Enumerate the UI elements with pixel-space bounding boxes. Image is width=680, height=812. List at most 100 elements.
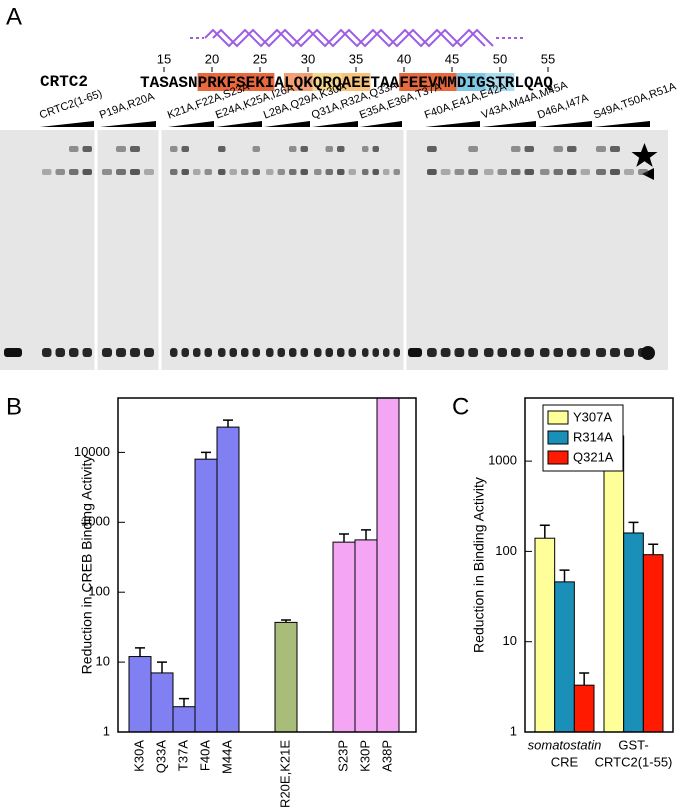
gel-band: [372, 169, 379, 175]
gel-band: [130, 348, 140, 357]
sequence-segment: A: [274, 74, 284, 92]
gel-band: [553, 146, 563, 152]
gel-band: [181, 169, 189, 175]
sequence-segment: FEEVMM: [399, 74, 457, 92]
sequence-highlight: [485, 73, 515, 91]
lane-wedge: [100, 121, 156, 127]
gel-band: [130, 169, 140, 175]
gel-band: [393, 348, 400, 357]
gel-band: [300, 146, 308, 152]
gel-band: [372, 348, 379, 357]
error-bar: [559, 569, 570, 582]
error-bar: [179, 697, 189, 707]
gel-band: [170, 169, 178, 175]
gel-band: [252, 146, 260, 152]
gel-band: [170, 146, 178, 152]
gel-band: [348, 169, 356, 175]
gel-band: [325, 348, 333, 357]
bar: [554, 581, 575, 732]
gel-band: [580, 169, 590, 175]
gel-band: [82, 146, 92, 152]
error-bar: [361, 529, 371, 540]
x-tick-label: F40A: [197, 740, 212, 771]
gel-band: [427, 146, 437, 152]
complex-marker: [642, 168, 654, 180]
gel-band: [82, 169, 92, 175]
gel-band: [193, 169, 201, 175]
plot-frame: [117, 397, 417, 733]
gel-band: [383, 169, 390, 175]
gel-band: [427, 169, 437, 175]
gel-band: [393, 169, 400, 175]
bar: [573, 684, 595, 732]
gel-band: [596, 169, 606, 175]
x-tick-label: GST-: [618, 737, 648, 752]
gel-band: [144, 348, 154, 357]
residue-number: 35: [349, 51, 363, 66]
gel-band: [362, 169, 369, 175]
error-bar: [579, 672, 590, 686]
gel-band: [55, 169, 65, 175]
gel-band: [241, 348, 249, 357]
gel-band: [484, 348, 494, 357]
gel-band: [524, 348, 534, 357]
sequence-segment: PRKFSEKI: [198, 74, 275, 92]
bar: [603, 435, 625, 732]
gel-lane: [4, 348, 22, 357]
lane-label: P19A,R20A: [98, 90, 157, 121]
y-tick-label: 100: [88, 584, 110, 599]
gel-band: [193, 348, 201, 357]
gel-band: [325, 146, 333, 152]
y-tick-label: 1000: [488, 453, 517, 468]
gel-band: [497, 169, 507, 175]
sequence-segment: TAA: [370, 74, 399, 92]
gel-band: [289, 146, 297, 152]
x-tick-label: K30A: [131, 740, 146, 772]
gel-band: [218, 348, 226, 357]
gel-band: [266, 348, 274, 357]
gel-band: [610, 169, 620, 175]
gel-band: [181, 146, 189, 152]
error-bar: [648, 543, 659, 555]
gel-band: [102, 348, 112, 357]
gel-band: [553, 348, 563, 357]
lane-label: S49A,T50A,R51A: [592, 80, 678, 121]
residue-number: 25: [253, 51, 267, 66]
panel-label: C: [452, 393, 469, 420]
gel-band: [383, 348, 390, 357]
bar: [623, 532, 644, 732]
y-tick-label: 10: [96, 654, 110, 669]
residue-number: 15: [157, 51, 171, 66]
gel-band: [580, 348, 590, 357]
sequence-segment: AEE: [342, 74, 371, 92]
gel-band: [229, 348, 237, 357]
sequence-segment: LQK: [284, 74, 313, 92]
sequence-segment: LQAQ: [514, 74, 553, 92]
error-bar: [223, 419, 233, 428]
residue-number: 40: [397, 51, 411, 66]
sequence-highlight: [312, 73, 342, 91]
gel-band: [229, 169, 237, 175]
bar: [150, 672, 174, 732]
gel-band: [440, 348, 451, 357]
gel-band: [638, 348, 648, 357]
protein-name: CRTC2: [40, 73, 88, 91]
gel-band: [337, 169, 345, 175]
gel-band: [624, 169, 634, 175]
plot-frame: [524, 397, 674, 733]
gel-band: [116, 169, 126, 175]
x-tick-label: R20E,K21E: [277, 740, 292, 808]
bar: [642, 554, 664, 732]
y-axis-title: Reduction in CREB Binding Activity: [79, 456, 95, 675]
gel-band: [511, 146, 521, 152]
gel-band: [337, 146, 345, 152]
lane-wedge: [594, 121, 650, 127]
gel-band: [553, 169, 563, 175]
x-tick-label: S23P: [335, 740, 350, 772]
sequence-highlight: [399, 73, 457, 91]
gel-band: [300, 348, 308, 357]
gel-band: [596, 146, 606, 152]
error-bar: [628, 521, 639, 533]
error-bar: [157, 661, 167, 673]
